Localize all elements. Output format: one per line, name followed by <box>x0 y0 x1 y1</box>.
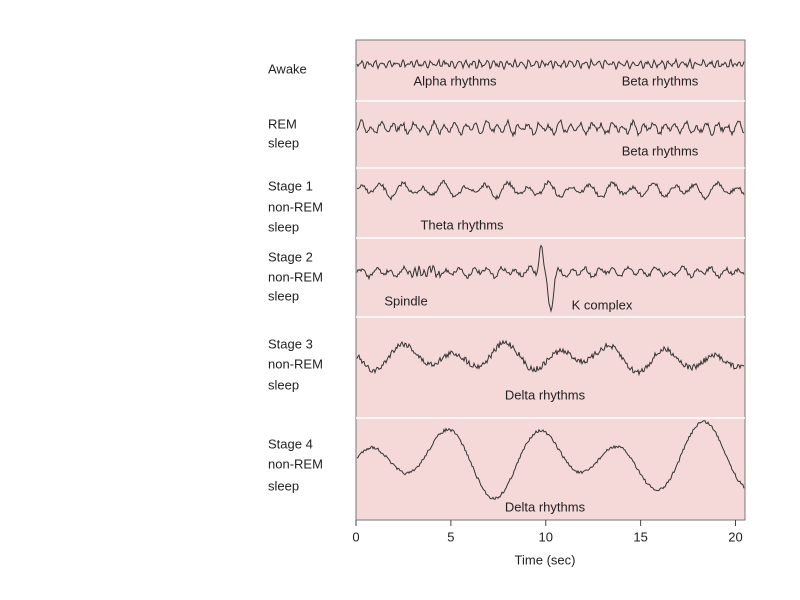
row-label: sleep <box>268 377 299 392</box>
x-tick-label: 5 <box>447 529 454 544</box>
annotation: Beta rhythms <box>622 73 699 88</box>
annotation: Delta rhythms <box>505 499 586 514</box>
x-tick-label: 0 <box>352 529 359 544</box>
eeg-trace <box>356 244 745 313</box>
x-tick-label: 15 <box>633 529 647 544</box>
annotation: Delta rhythms <box>505 387 586 402</box>
row-label: non-REM <box>268 269 323 284</box>
row-label: Stage 3 <box>268 336 313 351</box>
eeg-trace <box>356 339 745 377</box>
annotation: Alpha rhythms <box>413 73 497 88</box>
x-tick-label: 20 <box>728 529 742 544</box>
x-axis-label: Time (sec) <box>515 552 576 567</box>
row-dividers <box>356 100 745 419</box>
row-label: Stage 4 <box>268 436 313 451</box>
annotation: Theta rhythms <box>420 217 504 232</box>
eeg-trace <box>356 420 745 500</box>
row-label: REM <box>268 116 297 131</box>
row-label: sleep <box>268 219 299 234</box>
row-label: Stage 2 <box>268 249 313 264</box>
eeg-trace <box>356 57 745 71</box>
eeg-trace <box>356 118 745 138</box>
annotation: Beta rhythms <box>622 143 699 158</box>
row-label: non-REM <box>268 199 323 214</box>
panel <box>355 39 746 521</box>
row-label: non-REM <box>268 356 323 371</box>
x-tick-label: 10 <box>539 529 553 544</box>
row-label: sleep <box>268 135 299 150</box>
annotation: Spindle <box>384 293 427 308</box>
row-label: non-REM <box>268 456 323 471</box>
row-label: sleep <box>268 478 299 493</box>
annotation: K complex <box>572 297 633 312</box>
row-label: Awake <box>268 61 307 76</box>
row-label: sleep <box>268 288 299 303</box>
row-label: Stage 1 <box>268 178 313 193</box>
eeg-trace <box>356 179 745 201</box>
